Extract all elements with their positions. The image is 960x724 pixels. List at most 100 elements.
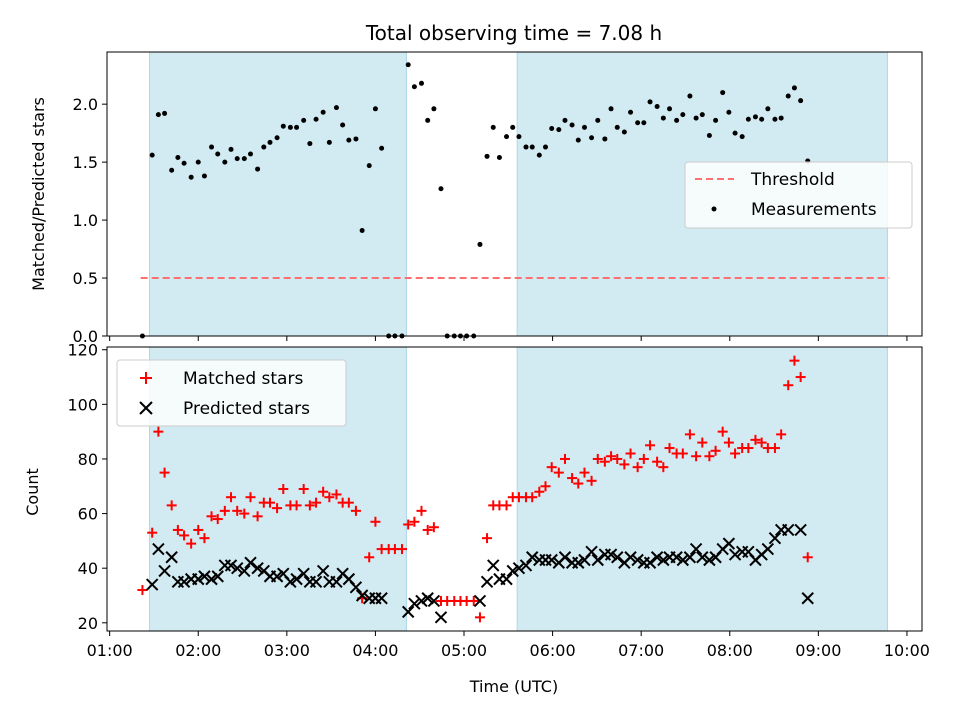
matched-star-point: [546, 462, 557, 473]
measurement-point: [353, 136, 359, 142]
measurement-point: [516, 134, 522, 140]
measurement-point: [287, 124, 293, 130]
matched-star-point: [527, 492, 538, 503]
x-tick-label: 01:00: [87, 641, 133, 660]
measurement-point: [660, 115, 666, 121]
x-tick-label: 06:00: [530, 641, 576, 660]
predicted-star-point: [604, 548, 618, 561]
matched-star-point: [232, 505, 243, 516]
matched-star-point: [658, 462, 669, 473]
legend-matched-swatch: [140, 372, 152, 384]
matched-star-point: [697, 437, 708, 448]
bottom-legend-box: [116, 359, 347, 427]
predicted-star-point: [238, 564, 251, 578]
measurement-point: [674, 117, 680, 123]
matched-star-point: [652, 456, 663, 467]
measurement-point: [575, 137, 581, 143]
matched-star-point: [789, 355, 800, 366]
matched-star-point: [632, 462, 643, 473]
bottom-y-axis-label: Count: [23, 468, 42, 516]
predicted-star-point: [670, 551, 683, 564]
measurement-point: [798, 98, 804, 104]
measurement-point: [581, 124, 587, 130]
measurement-point: [490, 124, 496, 130]
matched-star-point: [364, 552, 375, 563]
measurement-point: [280, 123, 286, 129]
measurement-point: [614, 124, 620, 130]
measurement-point: [641, 120, 647, 126]
predicted-star-point: [650, 551, 664, 564]
chart-title: Total observing time = 7.08 h: [365, 21, 662, 45]
measurement-point: [699, 112, 705, 118]
measurement-point: [222, 159, 228, 165]
matched-star-point: [179, 530, 190, 541]
bottom-y-tick-label: 40: [78, 559, 98, 578]
matched-star-point: [219, 505, 230, 516]
measurement-point: [326, 139, 332, 145]
matched-star-point: [193, 524, 204, 535]
matched-star-point: [599, 456, 610, 467]
matched-star-point: [245, 492, 256, 503]
predicted-star-point: [270, 570, 284, 583]
measurement-point: [647, 99, 653, 105]
matched-star-point: [664, 443, 675, 454]
measurement-point: [162, 110, 168, 116]
matched-star-point: [350, 505, 361, 516]
matched-star-point: [370, 516, 381, 527]
measurement-point: [372, 106, 378, 112]
matched-star-point: [625, 448, 636, 459]
measurement-point: [313, 116, 319, 122]
predicted-star-point: [591, 553, 604, 567]
top-y-tick-label: 1.0: [73, 211, 98, 230]
predicted-star-point: [177, 575, 191, 589]
predicted-star-point: [526, 551, 539, 564]
measurement-point: [175, 154, 181, 160]
matched-star-point: [586, 475, 597, 486]
predicted-star-point: [231, 561, 244, 575]
predicted-star-point: [611, 551, 624, 564]
top-y-tick-label: 0.0: [73, 327, 98, 346]
predicted-star-point: [224, 559, 238, 572]
predicted-star-point: [631, 553, 644, 567]
predicted-star-point: [506, 564, 519, 578]
x-tick-label: 02:00: [175, 641, 221, 660]
measurement-point: [621, 129, 627, 135]
legend-matched-label: Matched stars: [183, 369, 303, 389]
predicted-star-point: [309, 575, 323, 589]
top-y-ticks: 0.0 0.5 1.0 1.5 2.0: [73, 95, 107, 346]
legend-predicted-swatch: [139, 401, 153, 415]
predicted-star-point: [244, 556, 257, 569]
matched-star-point: [265, 497, 275, 508]
matched-star-point: [278, 484, 289, 494]
predicted-star-point: [316, 564, 330, 578]
predicted-star-point: [512, 561, 526, 575]
predicted-star-point: [421, 592, 434, 605]
measurement-point: [366, 163, 372, 169]
matched-star-point: [166, 500, 177, 511]
matched-star-point: [416, 505, 427, 516]
matched-star-point: [691, 451, 702, 462]
predicted-star-point: [434, 611, 448, 624]
matched-star-point: [147, 527, 158, 538]
x-axis-label: Time (UTC): [469, 677, 558, 696]
matched-star-point: [396, 544, 407, 555]
measurement-point: [496, 154, 502, 160]
measurement-point: [569, 122, 575, 128]
matched-star-point: [540, 481, 551, 492]
matched-star-point: [468, 595, 479, 606]
measurement-point: [791, 85, 797, 91]
matched-star-point: [743, 443, 754, 454]
measurement-point: [713, 117, 719, 123]
x-tick-label: 05:00: [441, 641, 487, 660]
matched-star-point: [710, 445, 721, 456]
measurement-point: [602, 136, 608, 142]
predicted-star-point: [545, 553, 558, 567]
measurement-point: [248, 151, 254, 157]
top-y-tick-label: 0.5: [73, 269, 98, 288]
measurement-point: [411, 84, 417, 90]
predicted-star-point: [297, 567, 310, 580]
measurement-point: [549, 126, 555, 132]
matched-star-point: [534, 486, 545, 497]
measurement-point: [529, 144, 535, 150]
measurement-point: [261, 144, 267, 150]
